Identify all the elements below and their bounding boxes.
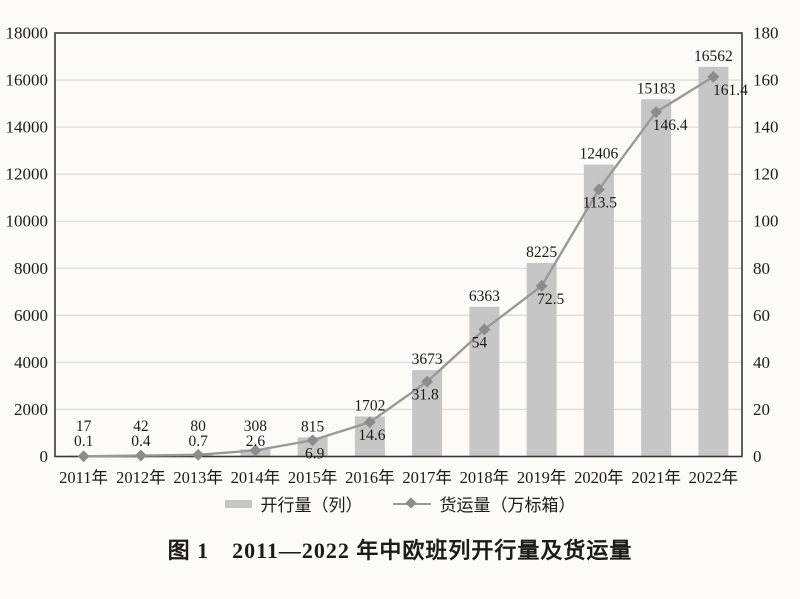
x-axis-tick-label: 2017年 <box>402 468 452 487</box>
bar-value-label: 80 <box>190 418 206 435</box>
y-axis-left-tick-label: 10000 <box>6 212 49 231</box>
bar-value-label: 12406 <box>580 146 619 163</box>
line-value-label: 14.6 <box>358 427 385 444</box>
legend-item-bar-series: 开行量（列） <box>224 491 363 516</box>
y-axis-left-tick-label: 14000 <box>6 118 49 137</box>
line-value-label: 0.7 <box>188 433 208 450</box>
legend: 开行量（列） 货运量（万标箱） <box>0 491 800 516</box>
x-axis-tick-label: 2021年 <box>631 468 681 487</box>
line-value-label: 6.9 <box>305 445 325 462</box>
y-axis-left-tick-label: 6000 <box>14 306 48 325</box>
bar-value-label: 8225 <box>526 244 557 261</box>
x-axis-tick-label: 2012年 <box>116 468 166 487</box>
y-axis-right-tick-label: 120 <box>753 165 779 184</box>
y-axis-right-tick-label: 60 <box>753 306 770 325</box>
x-axis-tick-label: 2015年 <box>288 468 338 487</box>
y-axis-left-tick-label: 16000 <box>6 71 49 90</box>
x-axis-tick-label: 2020年 <box>574 468 624 487</box>
line-marker-swatch-icon <box>392 497 431 510</box>
y-axis-right-tick-label: 160 <box>753 71 779 90</box>
bar-value-label: 17 <box>76 418 92 435</box>
x-axis-tick-label: 2011年 <box>59 468 108 487</box>
y-axis-left-tick-label: 8000 <box>14 259 48 278</box>
bar <box>698 66 729 457</box>
bar-value-label: 3673 <box>412 351 443 368</box>
line-value-label: 31.8 <box>412 387 439 404</box>
y-axis-right-tick-label: 20 <box>753 400 770 419</box>
y-axis-right-tick-label: 40 <box>753 353 770 372</box>
y-axis-right-tick-label: 180 <box>753 24 779 43</box>
y-axis-right-tick-label: 0 <box>753 447 762 466</box>
x-axis-tick-label: 2019年 <box>517 468 567 487</box>
bar-value-label: 16562 <box>694 48 733 65</box>
legend-item-line-series: 货运量（万标箱） <box>392 491 576 516</box>
bar-value-label: 42 <box>133 418 149 435</box>
plot-border <box>54 32 743 458</box>
y-axis-left-tick-label: 2000 <box>14 400 48 419</box>
y-axis-right-tick-label: 80 <box>753 259 770 278</box>
y-axis-right-tick-label: 140 <box>753 118 779 137</box>
bar <box>526 262 557 457</box>
x-axis-tick-label: 2013年 <box>173 468 223 487</box>
line-point-marker <box>134 449 147 462</box>
line-series <box>83 75 715 458</box>
bar-swatch-icon <box>224 499 252 508</box>
line-value-label: 146.4 <box>653 117 688 134</box>
line-value-label: 161.4 <box>713 82 748 99</box>
line-value-label: 0.1 <box>74 433 93 450</box>
x-axis-tick-label: 2014年 <box>231 468 281 487</box>
bar-value-label: 1702 <box>354 397 385 414</box>
line-point-marker <box>192 448 205 461</box>
line-value-label: 54 <box>472 334 488 351</box>
bar-value-label: 815 <box>301 418 325 435</box>
line-value-label: 2.6 <box>246 433 266 450</box>
y-axis-left-tick-label: 0 <box>40 447 49 466</box>
bar <box>641 99 672 457</box>
y-axis-left-tick-label: 12000 <box>6 165 49 184</box>
x-axis-tick-label: 2022年 <box>689 468 739 487</box>
bar <box>583 164 614 457</box>
bar-value-label: 6363 <box>469 288 500 305</box>
y-axis-left-tick-label: 4000 <box>14 353 48 372</box>
x-axis-tick-label: 2018年 <box>460 468 510 487</box>
x-axis-tick-label: 2016年 <box>345 468 395 487</box>
line-value-label: 72.5 <box>537 291 564 308</box>
line-value-label: 113.5 <box>583 194 618 211</box>
line-value-label: 0.4 <box>131 433 151 450</box>
y-axis-right-tick-label: 100 <box>753 212 779 231</box>
legend-label-bar: 开行量（列） <box>260 496 363 515</box>
bar-value-label: 308 <box>244 418 268 435</box>
line-point-marker <box>77 450 90 463</box>
bar-value-label: 15183 <box>637 80 676 97</box>
figure-caption: 图 1 2011—2022 年中欧班列开行量及货运量 <box>167 538 633 563</box>
y-axis-left-tick-label: 18000 <box>6 24 49 43</box>
legend-label-line: 货运量（万标箱） <box>439 496 576 515</box>
